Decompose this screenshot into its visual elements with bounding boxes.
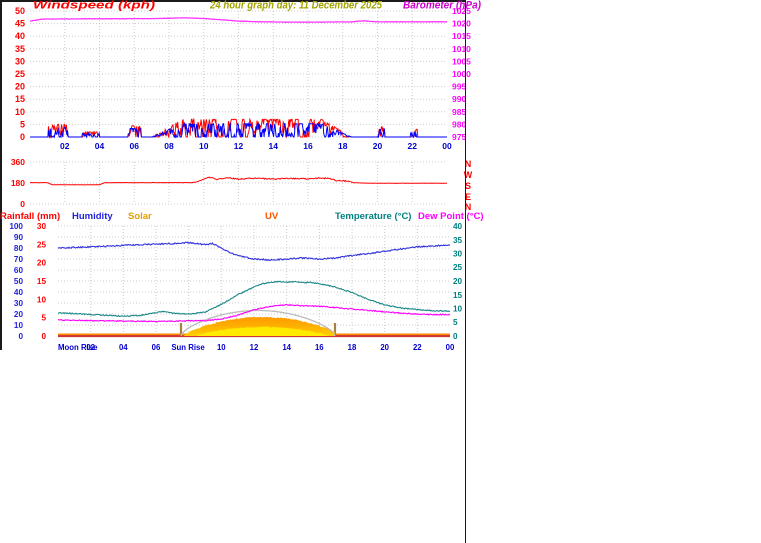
- svg-text:24 hour graph day: 11 December: 24 hour graph day: 11 December 2025: [209, 0, 383, 12]
- svg-text:0: 0: [20, 199, 25, 209]
- svg-text:20: 20: [453, 277, 463, 286]
- svg-text:08: 08: [164, 141, 174, 151]
- svg-text:02: 02: [60, 141, 70, 151]
- svg-text:30: 30: [453, 250, 463, 259]
- svg-text:5: 5: [453, 318, 458, 327]
- svg-text:02: 02: [86, 343, 95, 352]
- svg-text:1000: 1000: [452, 69, 471, 79]
- svg-text:22: 22: [408, 141, 418, 151]
- svg-text:Solar: Solar: [128, 211, 152, 222]
- svg-text:Humidity: Humidity: [72, 211, 113, 222]
- svg-text:60: 60: [14, 266, 24, 275]
- svg-text:50: 50: [15, 6, 25, 16]
- svg-text:1015: 1015: [452, 31, 471, 41]
- svg-text:20: 20: [37, 259, 47, 268]
- svg-text:12: 12: [250, 343, 259, 352]
- svg-text:40: 40: [15, 31, 25, 41]
- svg-text:180: 180: [11, 178, 25, 188]
- svg-text:14: 14: [269, 141, 279, 151]
- svg-text:1020: 1020: [452, 19, 471, 29]
- svg-text:10: 10: [199, 141, 209, 151]
- svg-text:45: 45: [15, 19, 25, 29]
- svg-text:04: 04: [119, 343, 128, 352]
- svg-text:25: 25: [453, 263, 463, 272]
- svg-text:Barometer (hPa): Barometer (hPa): [403, 0, 481, 12]
- svg-text:UV: UV: [265, 211, 279, 222]
- svg-text:0: 0: [453, 332, 458, 341]
- svg-text:06: 06: [152, 343, 161, 352]
- svg-text:10: 10: [453, 305, 463, 314]
- svg-text:14: 14: [282, 343, 291, 352]
- svg-text:16: 16: [303, 141, 313, 151]
- svg-text:0: 0: [41, 332, 46, 341]
- svg-text:20: 20: [15, 82, 25, 92]
- svg-text:30: 30: [37, 222, 47, 231]
- svg-text:06: 06: [130, 141, 140, 151]
- svg-text:20: 20: [380, 343, 389, 352]
- svg-text:18: 18: [348, 343, 357, 352]
- svg-text:Temperature (°C): Temperature (°C): [335, 211, 411, 222]
- svg-text:35: 35: [453, 236, 463, 245]
- svg-text:Sun Rise: Sun Rise: [171, 343, 205, 352]
- svg-text:40: 40: [453, 222, 463, 231]
- svg-text:15: 15: [15, 94, 25, 104]
- svg-text:16: 16: [315, 343, 324, 352]
- svg-text:70: 70: [14, 255, 24, 264]
- svg-text:90: 90: [14, 233, 24, 242]
- svg-text:0: 0: [18, 332, 23, 341]
- svg-text:22: 22: [413, 343, 422, 352]
- svg-text:Rainfall (mm): Rainfall (mm): [0, 211, 60, 222]
- svg-text:0: 0: [20, 132, 25, 142]
- svg-text:15: 15: [453, 291, 463, 300]
- svg-text:35: 35: [15, 44, 25, 54]
- svg-text:40: 40: [14, 288, 24, 297]
- svg-text:100: 100: [9, 222, 23, 231]
- svg-text:25: 25: [15, 69, 25, 79]
- svg-text:80: 80: [14, 244, 24, 253]
- svg-text:04: 04: [95, 141, 105, 151]
- svg-text:18: 18: [338, 141, 348, 151]
- svg-text:360: 360: [11, 157, 25, 167]
- svg-text:25: 25: [37, 240, 47, 249]
- svg-text:10: 10: [217, 343, 226, 352]
- svg-text:Windspeed (kph): Windspeed (kph): [33, 0, 155, 12]
- svg-text:00: 00: [442, 141, 452, 151]
- svg-text:50: 50: [14, 277, 24, 286]
- svg-text:5: 5: [20, 119, 25, 129]
- svg-text:00: 00: [446, 343, 455, 352]
- svg-text:10: 10: [15, 107, 25, 117]
- svg-text:20: 20: [373, 141, 383, 151]
- svg-text:10: 10: [37, 295, 47, 304]
- svg-text:10: 10: [14, 321, 24, 330]
- svg-text:1010: 1010: [452, 44, 471, 54]
- svg-text:15: 15: [37, 277, 47, 286]
- svg-text:Dew Point (°C): Dew Point (°C): [418, 211, 484, 222]
- svg-text:1005: 1005: [452, 56, 471, 66]
- svg-text:30: 30: [14, 299, 24, 308]
- svg-text:20: 20: [14, 310, 24, 319]
- svg-text:12: 12: [234, 141, 244, 151]
- svg-text:5: 5: [41, 314, 46, 323]
- svg-text:30: 30: [15, 56, 25, 66]
